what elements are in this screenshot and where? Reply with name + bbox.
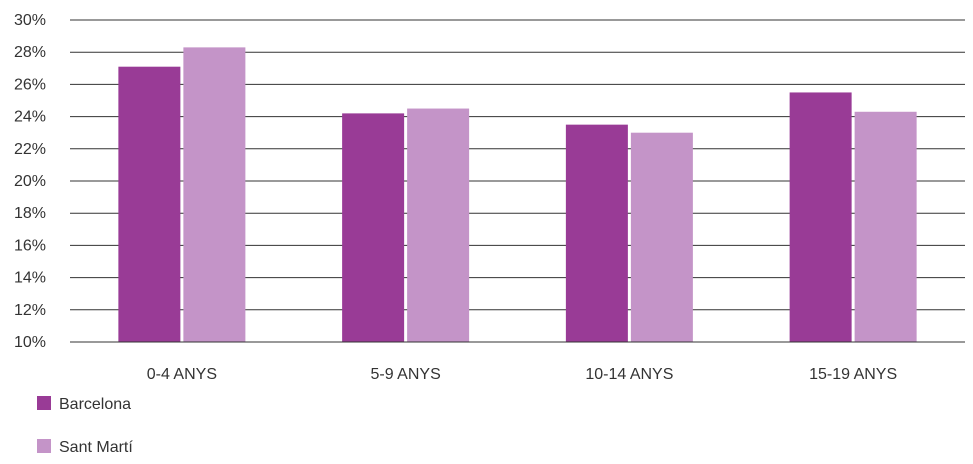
x-axis: 0-4 ANYS 5-9 ANYS 10-14 ANYS 15-19 ANYS [70, 341, 965, 383]
y-tick-label: 12% [14, 302, 46, 319]
legend-label: Sant Martí [59, 439, 133, 456]
legend-label: Barcelona [59, 396, 131, 413]
bar-barcelona-2 [565, 124, 628, 343]
y-tick-label: 24% [14, 109, 46, 126]
bar-sant-marti-3 [854, 111, 917, 343]
y-tick-label: 14% [14, 270, 46, 287]
y-tick-label: 22% [14, 141, 46, 158]
y-tick-label: 16% [14, 237, 46, 254]
x-tick-label: 5-9 ANYS [370, 366, 440, 383]
x-tick-label: 10-14 ANYS [585, 366, 673, 383]
legend-swatch [37, 439, 51, 453]
y-tick-label: 30% [14, 12, 46, 29]
bar-barcelona-3 [789, 92, 852, 342]
y-tick-label: 20% [14, 173, 46, 190]
legend-swatch [37, 396, 51, 410]
y-tick-label: 18% [14, 205, 46, 222]
bar-barcelona-1 [342, 113, 405, 342]
y-tick-label: 28% [14, 44, 46, 61]
y-axis: 10% 12% 14% 16% 18% 20% 22% 24% 26% 28% 30% [14, 12, 46, 351]
y-tick-label: 10% [14, 334, 46, 351]
x-tick-label: 0-4 ANYS [147, 366, 217, 383]
y-tick-label: 26% [14, 76, 46, 93]
bar-sant-marti-1 [407, 108, 470, 342]
bars [118, 47, 917, 343]
bar-barcelona-0 [118, 66, 181, 342]
legend: Barcelona Sant Martí [37, 396, 133, 456]
bar-sant-marti-0 [183, 47, 246, 343]
x-tick-label: 15-19 ANYS [809, 366, 897, 383]
bar-sant-marti-2 [630, 132, 693, 342]
